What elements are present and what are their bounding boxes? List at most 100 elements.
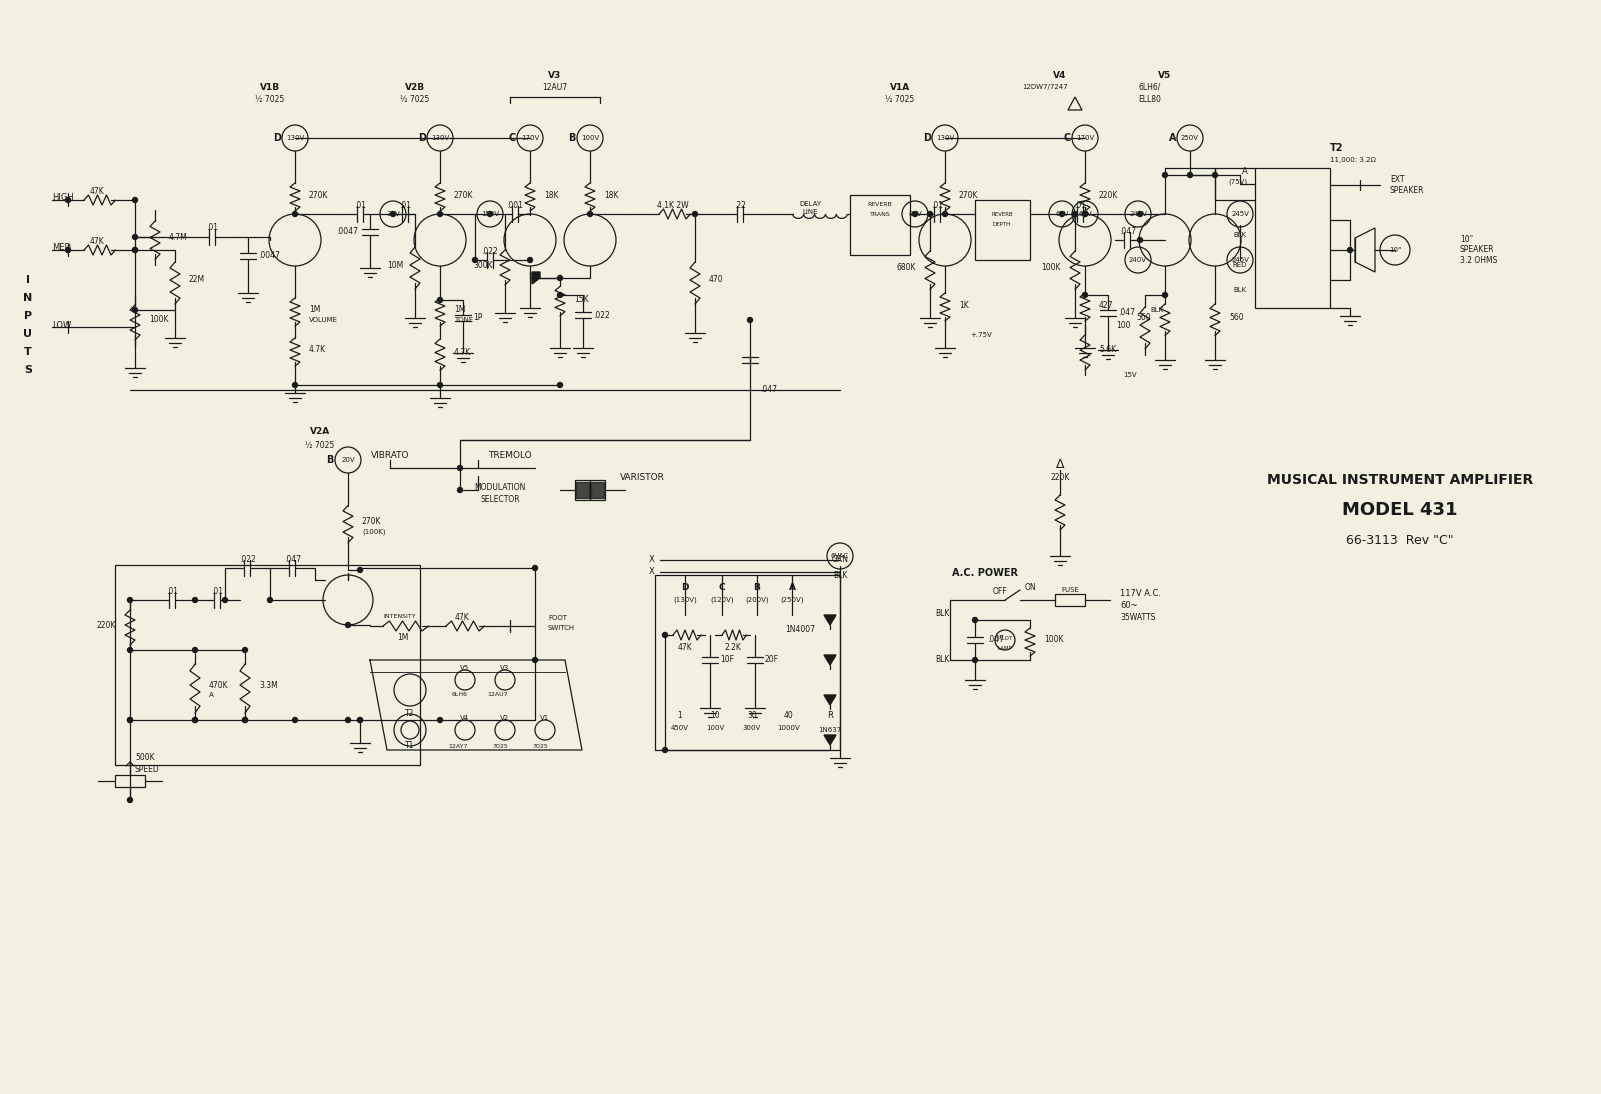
Text: ½ 7025: ½ 7025 xyxy=(306,441,335,450)
Text: 4.7K: 4.7K xyxy=(455,348,471,357)
Polygon shape xyxy=(532,272,540,284)
Text: BLK: BLK xyxy=(1150,307,1162,313)
Text: V2: V2 xyxy=(501,715,509,721)
Text: .047: .047 xyxy=(986,636,1004,644)
Text: 18K: 18K xyxy=(544,190,559,199)
Text: 100: 100 xyxy=(1116,321,1130,329)
Text: .01: .01 xyxy=(399,200,411,209)
Text: 35WATTS: 35WATTS xyxy=(1121,614,1156,622)
Text: TRANS: TRANS xyxy=(869,212,890,218)
Text: MUSICAL INSTRUMENT AMPLIFIER: MUSICAL INSTRUMENT AMPLIFIER xyxy=(1266,473,1534,487)
Text: BLK: BLK xyxy=(833,570,847,580)
Text: .047: .047 xyxy=(283,555,301,563)
Text: SWITCH: SWITCH xyxy=(548,625,575,631)
Text: 300V: 300V xyxy=(743,725,760,731)
Text: 30V: 30V xyxy=(386,211,400,217)
Text: 2.2K: 2.2K xyxy=(724,642,741,652)
Text: 470: 470 xyxy=(709,276,724,284)
Text: A: A xyxy=(1169,133,1177,143)
Text: .01: .01 xyxy=(211,586,224,595)
Text: 10: 10 xyxy=(711,710,720,720)
Text: 66-3113  Rev "C": 66-3113 Rev "C" xyxy=(1346,534,1454,547)
Text: C: C xyxy=(719,583,725,593)
Circle shape xyxy=(346,622,351,628)
Text: REVERB: REVERB xyxy=(991,212,1013,218)
Circle shape xyxy=(133,198,138,202)
Text: V1A: V1A xyxy=(890,83,909,93)
Text: .22: .22 xyxy=(735,200,746,209)
Circle shape xyxy=(1137,237,1143,243)
Text: P: P xyxy=(24,311,32,321)
Text: .047: .047 xyxy=(1119,226,1137,235)
Text: X: X xyxy=(650,568,655,577)
Text: D: D xyxy=(274,133,282,143)
Circle shape xyxy=(1137,211,1143,217)
Circle shape xyxy=(1162,173,1167,177)
Text: T2: T2 xyxy=(1330,143,1343,153)
Text: FOOT: FOOT xyxy=(548,615,567,621)
Text: 130V: 130V xyxy=(431,135,450,141)
Circle shape xyxy=(437,383,442,387)
Text: RED: RED xyxy=(1233,261,1247,268)
Text: C: C xyxy=(1063,133,1071,143)
Text: 6AV: 6AV xyxy=(1055,211,1069,217)
Text: .047: .047 xyxy=(1117,309,1135,317)
Circle shape xyxy=(192,597,197,603)
Text: R: R xyxy=(828,710,833,720)
Text: B: B xyxy=(754,583,760,593)
Text: 10M: 10M xyxy=(387,260,403,269)
Text: BLK: BLK xyxy=(1233,287,1247,293)
Bar xyxy=(850,195,909,255)
Text: 15V: 15V xyxy=(1124,372,1137,379)
Text: TREMOLO: TREMOLO xyxy=(488,451,532,459)
Text: C: C xyxy=(509,133,516,143)
Bar xyxy=(1255,168,1330,309)
Circle shape xyxy=(133,247,138,253)
Circle shape xyxy=(357,718,362,722)
Text: 12AU7: 12AU7 xyxy=(488,693,508,698)
Text: B: B xyxy=(568,133,576,143)
Circle shape xyxy=(487,211,493,217)
Text: 100V: 100V xyxy=(581,135,599,141)
Circle shape xyxy=(1188,173,1193,177)
Text: BLK: BLK xyxy=(935,655,949,664)
Text: DELAY: DELAY xyxy=(799,201,821,207)
Text: T: T xyxy=(24,347,32,357)
Text: INTENSITY: INTENSITY xyxy=(384,614,416,618)
Circle shape xyxy=(242,718,248,722)
Text: D: D xyxy=(924,133,932,143)
Text: 245V: 245V xyxy=(1231,211,1249,217)
Bar xyxy=(1055,594,1085,606)
Text: 12AU7: 12AU7 xyxy=(543,82,568,92)
Text: T2: T2 xyxy=(405,709,415,718)
Polygon shape xyxy=(591,482,604,498)
Circle shape xyxy=(1060,211,1065,217)
Circle shape xyxy=(128,718,133,722)
Text: (200V): (200V) xyxy=(744,596,768,603)
Bar xyxy=(115,775,146,787)
Circle shape xyxy=(533,657,538,663)
Text: 270K: 270K xyxy=(309,190,328,199)
Circle shape xyxy=(1073,211,1077,217)
Circle shape xyxy=(66,198,70,202)
Text: 1K: 1K xyxy=(959,301,969,310)
Text: 4.7M: 4.7M xyxy=(170,233,187,242)
Text: 47K: 47K xyxy=(90,186,106,196)
Circle shape xyxy=(748,317,752,323)
Text: A.C. POWER: A.C. POWER xyxy=(953,568,1018,578)
Text: MODEL 431: MODEL 431 xyxy=(1342,501,1459,519)
Text: 6VAC: 6VAC xyxy=(831,552,849,559)
Text: 270K: 270K xyxy=(362,517,381,526)
Text: A: A xyxy=(789,583,796,593)
Text: 1: 1 xyxy=(677,710,682,720)
Text: S: S xyxy=(24,365,32,375)
Circle shape xyxy=(293,718,298,722)
Text: ½ 7025: ½ 7025 xyxy=(885,95,914,105)
Text: BLK: BLK xyxy=(1233,232,1247,238)
Text: 1N4007: 1N4007 xyxy=(784,626,815,635)
Text: A: A xyxy=(210,693,215,698)
Text: 7025: 7025 xyxy=(532,744,548,748)
Text: 220K: 220K xyxy=(1050,474,1069,482)
Text: 245V: 245V xyxy=(1129,211,1146,217)
Bar xyxy=(655,575,841,750)
